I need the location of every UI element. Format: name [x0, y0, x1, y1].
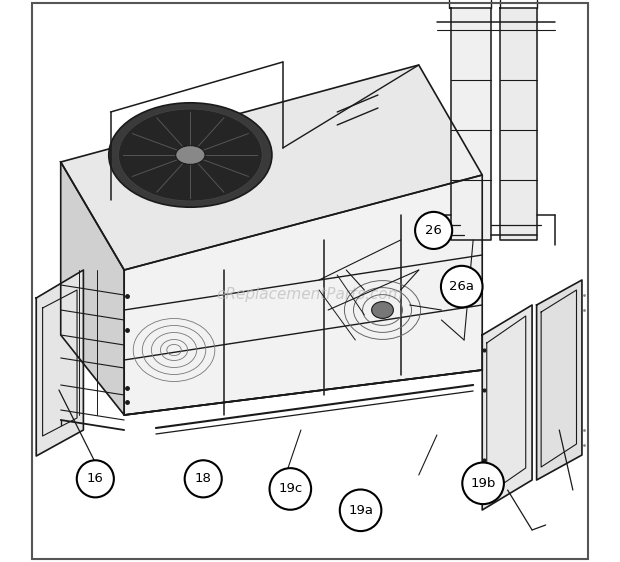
- Ellipse shape: [118, 109, 262, 201]
- Text: eReplacementParts.com: eReplacementParts.com: [216, 288, 404, 302]
- Ellipse shape: [175, 146, 205, 165]
- Text: 16: 16: [87, 472, 104, 486]
- Circle shape: [441, 266, 482, 307]
- Ellipse shape: [371, 302, 394, 319]
- Circle shape: [270, 468, 311, 510]
- Polygon shape: [61, 65, 482, 270]
- Text: 18: 18: [195, 472, 211, 486]
- Text: 19c: 19c: [278, 482, 303, 496]
- Circle shape: [185, 460, 222, 497]
- Circle shape: [77, 460, 114, 497]
- Polygon shape: [61, 162, 124, 415]
- Polygon shape: [500, 8, 537, 240]
- Polygon shape: [36, 270, 83, 456]
- Circle shape: [415, 212, 452, 249]
- Circle shape: [463, 463, 504, 504]
- Text: 26a: 26a: [450, 280, 474, 293]
- Polygon shape: [124, 175, 482, 415]
- Text: 26: 26: [425, 224, 442, 237]
- Ellipse shape: [108, 103, 272, 207]
- Polygon shape: [537, 280, 582, 480]
- Polygon shape: [451, 8, 491, 240]
- Text: 19b: 19b: [471, 477, 496, 490]
- Text: 19a: 19a: [348, 504, 373, 517]
- Circle shape: [340, 490, 381, 531]
- Polygon shape: [482, 305, 532, 510]
